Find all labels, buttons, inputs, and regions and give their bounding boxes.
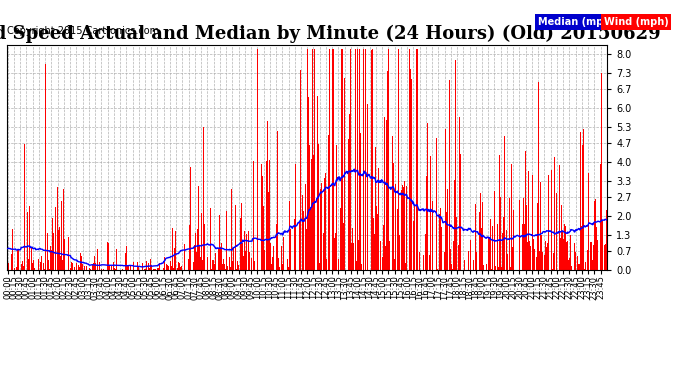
Text: Median (mph): Median (mph) bbox=[538, 17, 615, 27]
Text: Wind (mph): Wind (mph) bbox=[604, 17, 669, 27]
Text: Copyright 2015 Cartronics.com: Copyright 2015 Cartronics.com bbox=[7, 26, 159, 36]
Title: Wind Speed Actual and Median by Minute (24 Hours) (Old) 20150629: Wind Speed Actual and Median by Minute (… bbox=[0, 25, 660, 44]
